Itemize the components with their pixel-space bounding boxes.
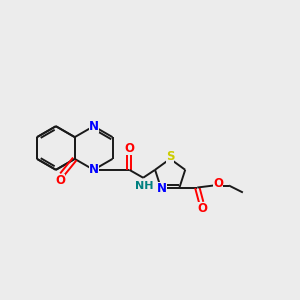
Text: O: O [197, 202, 207, 215]
Text: S: S [166, 150, 174, 164]
Text: N: N [88, 163, 99, 176]
Text: O: O [55, 174, 65, 187]
Text: O: O [124, 142, 134, 154]
Text: O: O [213, 177, 223, 190]
Text: N: N [88, 120, 99, 133]
Text: NH: NH [135, 181, 153, 191]
Text: N: N [157, 182, 167, 195]
